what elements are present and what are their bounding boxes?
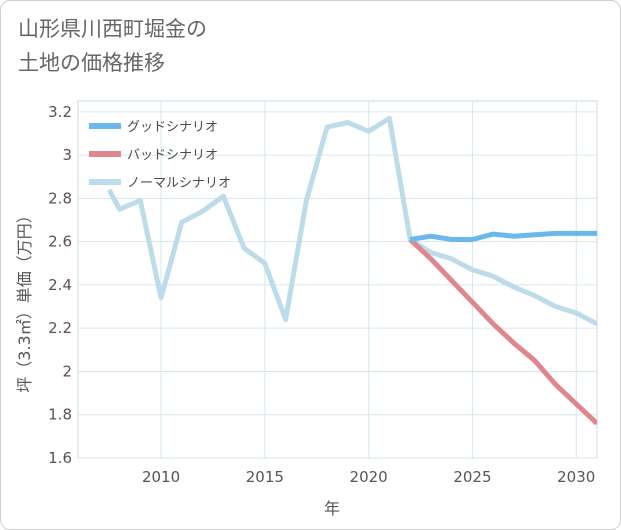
y-tick-label: 3.2 (48, 103, 72, 121)
x-tick-label: 2030 (557, 468, 595, 486)
chart-title-line-2: 土地の価格推移 (18, 51, 165, 75)
series-line-0 (409, 230, 597, 242)
y-tick-label: 1.8 (48, 406, 72, 424)
x-tick-label: 2025 (453, 468, 491, 486)
x-axis-ticks: 2010 2015 2020 2025 2030 (142, 468, 595, 486)
legend-label: バッドシナリオ (127, 148, 218, 163)
legend-label: グッドシナリオ (127, 120, 218, 135)
y-axis-ticks: 1.6 1.8 2 2.2 2.4 2.6 2.8 3 3.2 (48, 103, 72, 467)
x-tick-label: 2020 (350, 468, 388, 486)
y-axis-label: 坪（3.3㎡）単価（万円） (15, 207, 34, 392)
series-layer (106, 115, 597, 426)
series-line-1 (408, 237, 597, 426)
y-tick-label: 2.6 (48, 233, 72, 251)
y-tick-label: 2 (62, 362, 72, 380)
x-tick-label: 2010 (142, 468, 180, 486)
x-axis-label: 年 (324, 499, 340, 518)
series-line-2 (106, 115, 597, 327)
chart-title: 山形県川西町堀金の 土地の価格推移 (18, 12, 207, 80)
y-tick-label: 2.2 (48, 319, 72, 337)
chart-title-line-1: 山形県川西町堀金の (18, 17, 207, 41)
x-tick-label: 2015 (246, 468, 284, 486)
y-tick-label: 3 (62, 146, 72, 164)
legend-label: ノーマルシナリオ (127, 176, 231, 191)
y-tick-label: 1.6 (48, 449, 72, 467)
y-tick-label: 2.8 (48, 189, 72, 207)
y-tick-label: 2.4 (48, 276, 72, 294)
grid-lines (78, 101, 597, 459)
